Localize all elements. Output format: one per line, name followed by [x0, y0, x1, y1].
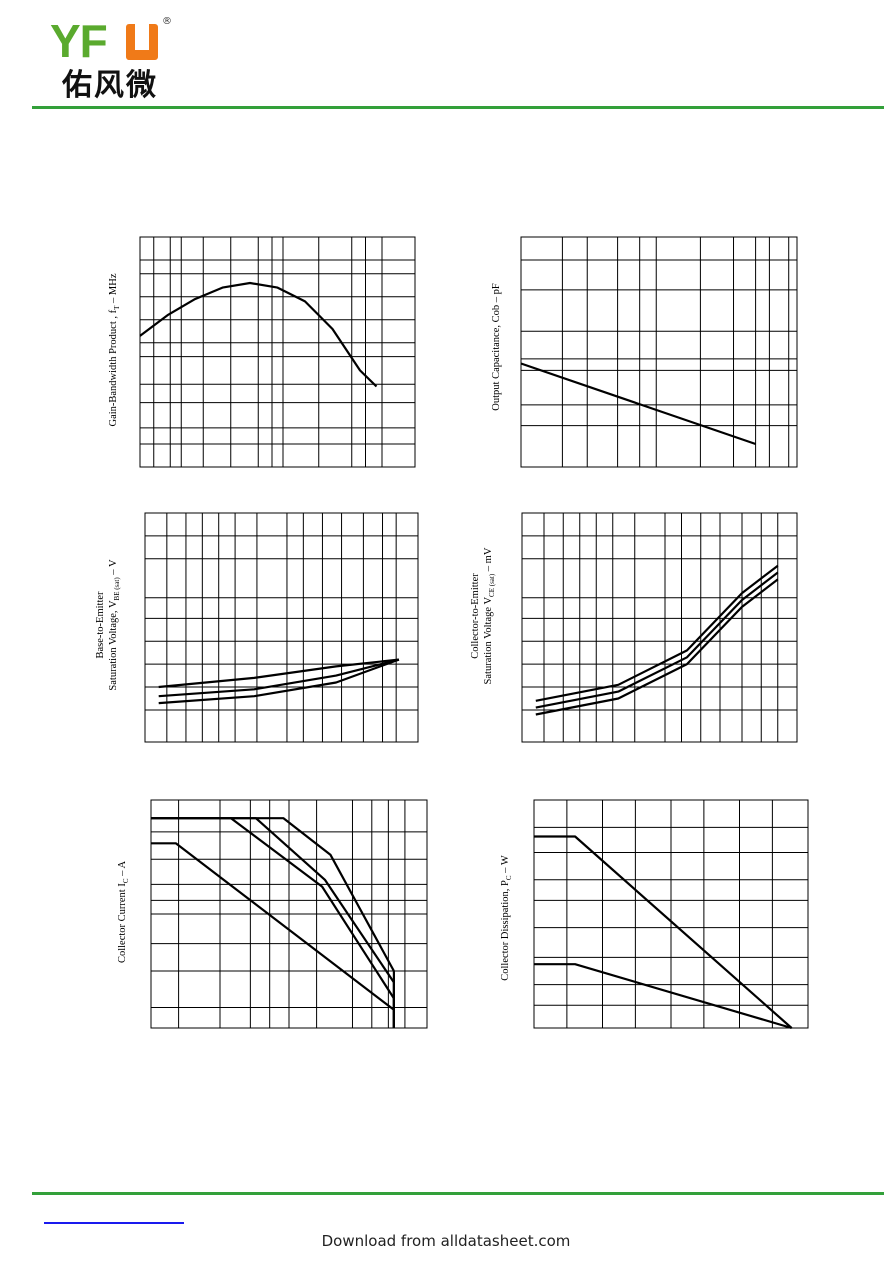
logo-letters-yf: YF — [50, 15, 108, 67]
data-series-line — [158, 658, 400, 705]
footer-download-text: Download from alldatasheet.com — [321, 1232, 571, 1250]
logo-letter-u — [126, 24, 158, 60]
data-series-line — [151, 842, 395, 1028]
plot-frame — [521, 512, 798, 743]
y-axis-label: Collector Dissipation, PC – W — [500, 855, 514, 981]
plot-frame — [150, 799, 428, 1029]
data-series-line — [534, 963, 792, 1030]
data-series-line — [534, 835, 793, 1029]
footer-link-underline[interactable] — [44, 1222, 184, 1224]
data-series-line — [158, 658, 400, 689]
plot-frame — [139, 236, 416, 468]
plot-frame — [144, 512, 419, 743]
data-series-line — [535, 578, 779, 716]
data-series-line — [151, 817, 395, 1028]
plot-frame — [533, 799, 809, 1029]
header-divider — [32, 106, 884, 109]
data-series-line — [535, 564, 779, 702]
logo-chinese-name: 佑风微 — [62, 68, 158, 103]
company-logo: YF ® 佑风微 — [50, 15, 190, 108]
data-series-line — [520, 362, 756, 446]
footer-divider — [32, 1192, 884, 1195]
data-series-line — [139, 281, 378, 388]
data-series-line — [158, 658, 400, 698]
registered-mark: ® — [162, 16, 172, 27]
plot-frame — [520, 236, 798, 468]
data-series-line — [535, 571, 779, 709]
